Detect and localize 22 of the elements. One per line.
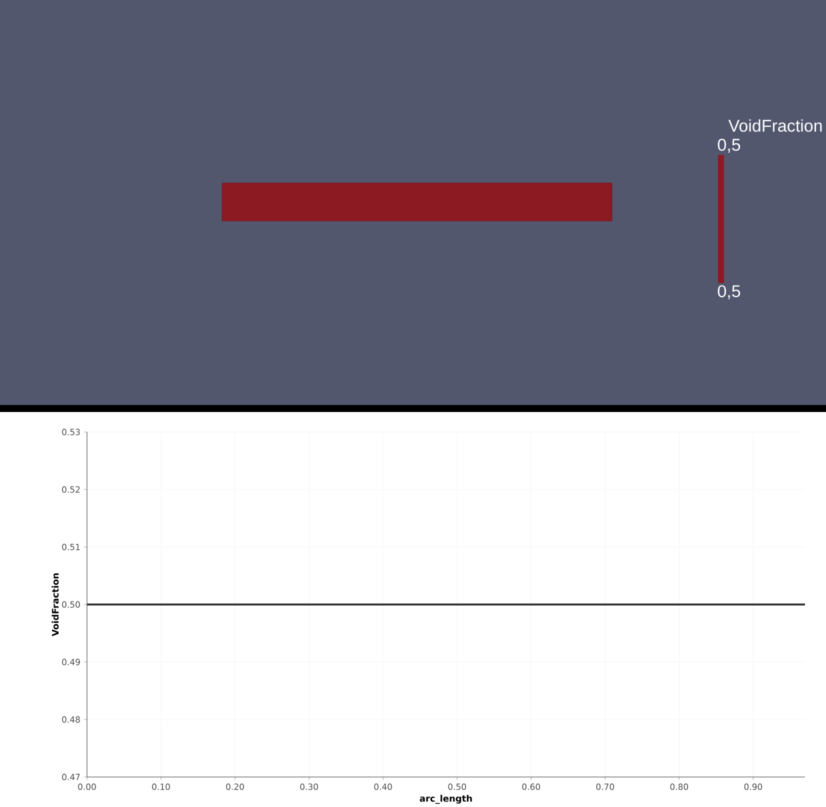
y-tick-label: 0.48 xyxy=(62,716,80,723)
y-tick-label: 0.50 xyxy=(62,601,80,608)
text: VoidFraction xyxy=(728,119,822,132)
x-tick-label: 0.70 xyxy=(596,783,614,790)
x-axis-title: arc_length xyxy=(420,794,472,804)
x-tick-label: 0.20 xyxy=(226,783,244,790)
text: 0,5 xyxy=(718,138,740,153)
x-tick-label: 0.00 xyxy=(78,783,96,790)
y-tick-label: 0.53 xyxy=(62,428,80,436)
y-tick-label: 0.47 xyxy=(62,774,80,780)
y-tick-label: 0.49 xyxy=(62,658,80,666)
y-tick-label: 0.52 xyxy=(62,486,80,493)
x-tick-label: 0.50 xyxy=(448,783,466,790)
y-axis-title: VoidFraction xyxy=(52,573,59,636)
x-tick-label: 0.30 xyxy=(300,783,318,790)
x-tick-label: 0.40 xyxy=(374,783,392,790)
x-tick-label: 0.90 xyxy=(744,783,762,790)
x-tick-label: 0.10 xyxy=(152,783,170,790)
x-tick-label: 0.60 xyxy=(522,783,540,790)
text: 0,5 xyxy=(718,285,740,300)
y-tick-label: 0.51 xyxy=(62,544,80,550)
x-tick-label: 0.80 xyxy=(670,783,688,790)
